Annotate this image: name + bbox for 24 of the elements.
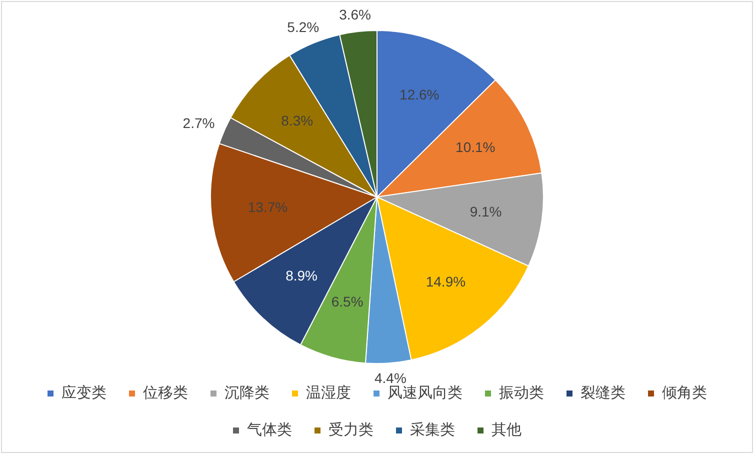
legend-label: 风速风向类 [388,383,462,402]
data-label: 8.3% [281,112,314,128]
data-label: 9.1% [470,203,502,220]
data-label: 3.6% [339,6,372,23]
data-label: 5.2% [287,19,320,36]
legend-label: 位移类 [143,383,188,402]
legend-label: 应变类 [62,383,106,402]
data-label: 6.5% [331,294,364,310]
data-label: 2.7% [182,114,215,131]
data-label: 10.1% [456,138,496,155]
data-label: 13.7% [248,199,288,216]
data-label: 12.6% [400,86,440,102]
legend-label: 气体类 [247,420,292,438]
legend-label: 倾角类 [662,383,707,402]
legend-label: 受力类 [328,420,374,438]
legend-label: 振动类 [499,383,544,402]
data-label: 4.4% [374,370,406,386]
data-label: 14.9% [426,274,466,290]
legend-label: 温湿度 [306,383,351,402]
legend-label: 采集类 [410,420,455,438]
legend-label: 沉降类 [224,383,270,402]
legend-label: 裂缝类 [580,383,626,402]
legend-label: 其他 [492,420,522,438]
data-label: 8.9% [286,268,318,284]
